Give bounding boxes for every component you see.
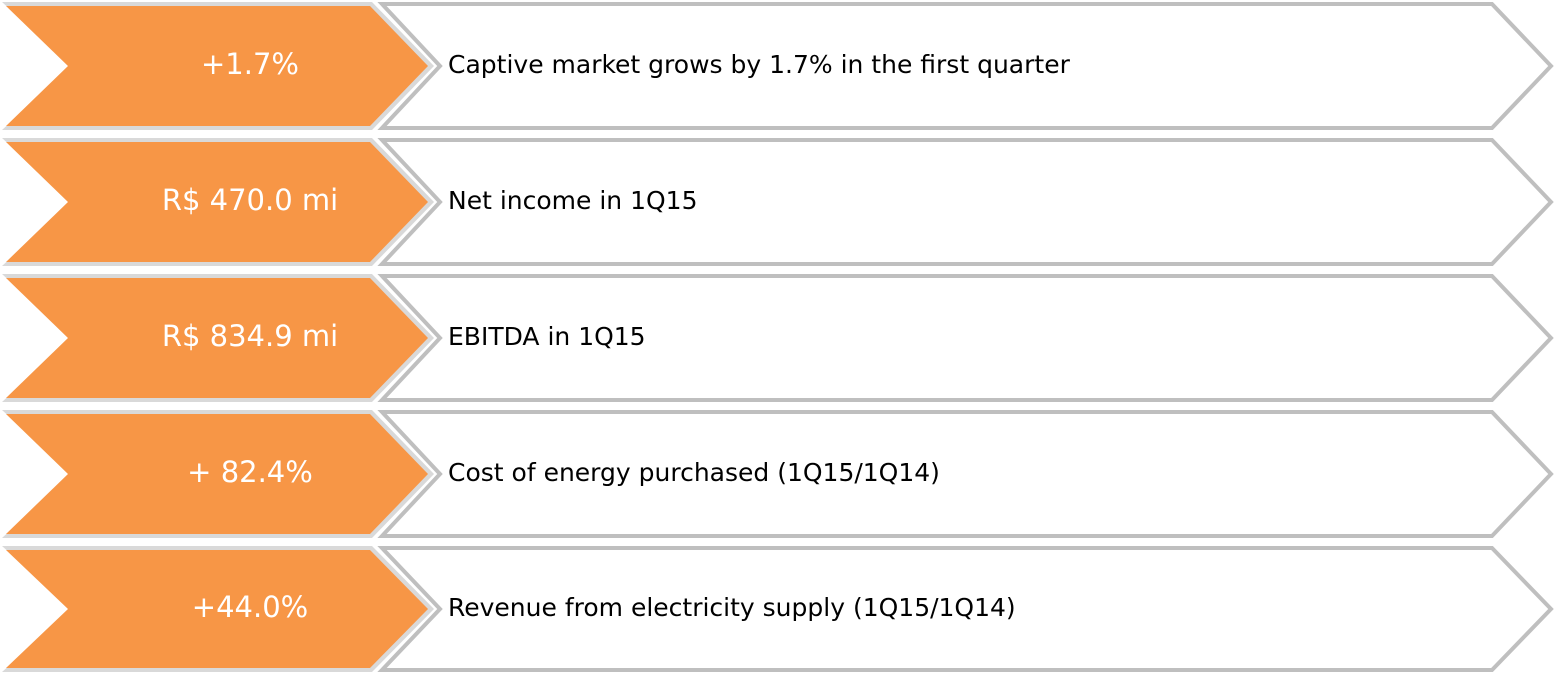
row: +1.7% Captive market grows by 1.7% in the… [2, 1, 1554, 130]
description-chevron [377, 546, 1554, 672]
value-chevron [6, 550, 428, 668]
value-label: R$ 470.0 mi [162, 183, 338, 217]
description-label: Net income in 1Q15 [448, 186, 697, 215]
value-label: + 82.4% [187, 455, 313, 489]
description-chevron [377, 410, 1554, 538]
value-chevron [6, 6, 428, 126]
description-label: Revenue from electricity supply (1Q15/1Q… [448, 593, 1016, 622]
value-chevron [6, 278, 428, 398]
description-label: EBITDA in 1Q15 [448, 322, 646, 351]
description-chevron [377, 1, 1554, 130]
description-label: Captive market grows by 1.7% in the firs… [448, 50, 1071, 79]
row: R$ 470.0 mi Net income in 1Q15 [2, 138, 1554, 266]
row: + 82.4% Cost of energy purchased (1Q15/1Q… [2, 410, 1554, 538]
description-chevron [377, 138, 1554, 266]
value-label: R$ 834.9 mi [162, 319, 338, 353]
value-chevron [6, 414, 428, 534]
value-label: +44.0% [192, 590, 308, 624]
description-label: Cost of energy purchased (1Q15/1Q14) [448, 458, 940, 487]
value-label: +1.7% [201, 47, 299, 81]
value-chevron [6, 142, 428, 262]
row: +44.0% Revenue from electricity supply (1… [2, 546, 1554, 672]
description-chevron [377, 274, 1554, 402]
row: R$ 834.9 mi EBITDA in 1Q15 [2, 274, 1554, 402]
